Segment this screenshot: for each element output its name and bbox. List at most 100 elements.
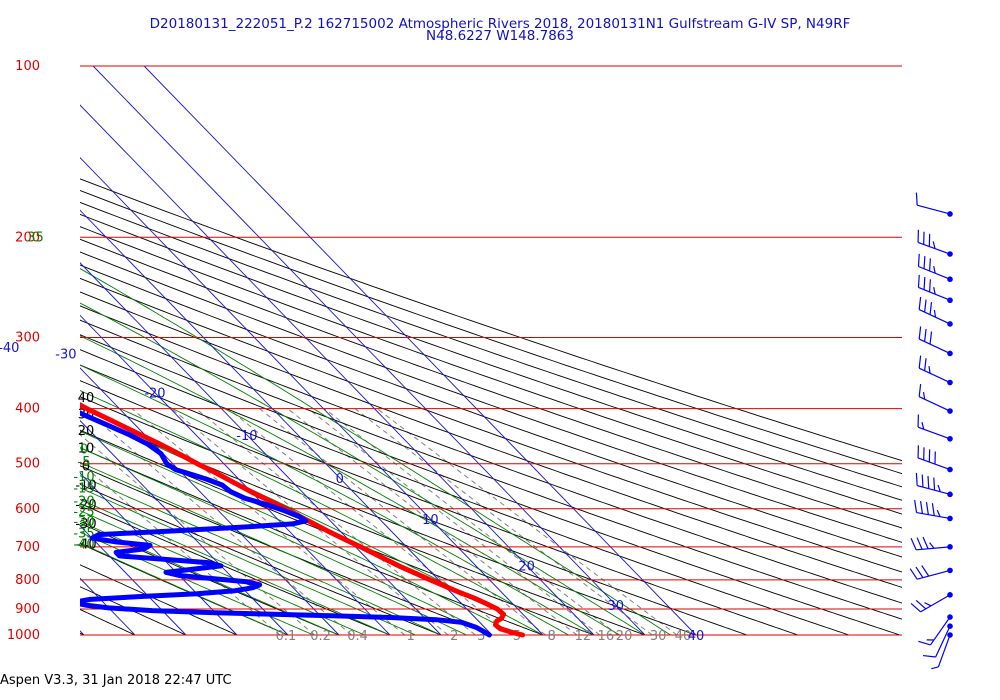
wind-barb-staff (930, 616, 951, 646)
isotherm-line (92, 65, 646, 636)
theta-left-label: 0 (82, 460, 90, 475)
pressure-label: 200 (15, 230, 40, 245)
isotherm-label: -10 (236, 429, 257, 444)
theta-left-label: -10 (75, 479, 96, 494)
wind-barb-feather (918, 384, 922, 397)
wind-barb (910, 592, 953, 613)
wind-barb-feather (915, 599, 927, 610)
wind-barb-feather (921, 422, 925, 430)
isotherm-line (80, 472, 238, 636)
wind-barb-feather (924, 328, 927, 342)
wind-barb-dot (947, 350, 953, 357)
isotherm-line (80, 367, 340, 636)
pressure-label: 100 (15, 59, 40, 74)
wind-barb-feather (919, 500, 924, 514)
wind-barbs (909, 192, 953, 670)
pressure-label: 900 (15, 602, 40, 617)
dry-adiabat-line (80, 502, 391, 636)
dry-adiabat-line (80, 364, 799, 636)
wind-barb-staff (917, 426, 951, 440)
wind-barb (918, 384, 953, 414)
wind-barb-feather (917, 274, 920, 288)
wind-barb-feather (924, 602, 932, 607)
wind-barb-feather (933, 287, 936, 295)
wind-barb-dot (947, 321, 953, 327)
mixing-ratio-label: 16 (598, 629, 615, 644)
wind-barb (918, 326, 953, 357)
wind-barb-staff (917, 569, 951, 580)
wind-barb-feather (925, 502, 929, 515)
wind-barb (918, 614, 953, 646)
moist-left-label: -15 (73, 481, 94, 496)
wind-barb-staff (918, 396, 951, 412)
theta-left-label: 20 (78, 424, 95, 439)
mixing-ratio-label: 2 (450, 629, 458, 644)
wind-barb-feather (931, 666, 939, 670)
chart-title-line-1: D20180131_222051_P.2 162715002 Atmospher… (150, 16, 851, 32)
wind-barb-feather (929, 302, 933, 315)
isotherm-label: -20 (144, 387, 165, 402)
wind-barb-feather (909, 568, 918, 580)
moist-left-label: -5 (78, 455, 91, 470)
theta-left-label: -40 (75, 537, 96, 552)
isotherm-label: 0 (336, 472, 344, 487)
pressure-label: 300 (15, 330, 40, 345)
mixing-ratio-label: 0.4 (347, 629, 368, 644)
isotherm-label: -40 (0, 341, 19, 356)
wind-barb-staff (918, 338, 951, 354)
pressure-labels: 100 200 300 400 500 600 700 800 900 1000 (7, 59, 40, 643)
wind-barb-feather (937, 484, 941, 492)
wind-barb-feather (923, 256, 926, 269)
dry-adiabat-line (80, 412, 646, 636)
mixing-ratio-line (227, 408, 512, 636)
wind-barb (922, 623, 953, 658)
pressure-label: 800 (15, 573, 40, 588)
moist-left-label: -20 (73, 494, 94, 509)
pressure-label: 600 (15, 502, 40, 517)
wind-barb-feather (931, 503, 935, 516)
wind-barb-feather (922, 536, 929, 550)
dry-adiabat-line (80, 264, 902, 558)
wind-barb-dot (947, 435, 953, 442)
theta-left-label: 10 (78, 441, 95, 456)
wind-barb-feather (922, 654, 936, 658)
isotherm-line (143, 65, 697, 636)
wind-barb (931, 632, 953, 670)
mixing-ratio-label: 40 (675, 629, 692, 644)
wind-barb-feather (929, 279, 931, 293)
isotherm-line (80, 209, 493, 636)
wind-barb-feather (918, 296, 922, 310)
isotherm-line (80, 104, 595, 636)
dry-adiabat-line (80, 190, 902, 475)
dry-adiabat-line (80, 178, 902, 462)
wind-barb-feather (933, 266, 936, 274)
pressure-label: 400 (15, 402, 40, 417)
dry-adiabat-line (80, 334, 901, 636)
dry-adiabat-line (80, 213, 902, 501)
dry-adiabat-line (80, 251, 902, 543)
wind-barb (915, 192, 953, 217)
wind-barb (910, 536, 953, 551)
isotherm-label: -30 (55, 347, 76, 362)
wind-barb-staff (916, 511, 951, 520)
wind-barb (914, 499, 953, 522)
wind-barb-feather (927, 475, 930, 489)
moist-left-label: -10 (73, 470, 94, 485)
dry-adiabat-line (80, 586, 187, 636)
wind-barb-feather (933, 309, 937, 318)
wind-barb (918, 355, 953, 386)
wind-barb-dot (947, 466, 953, 473)
wind-barb-feather (933, 477, 936, 491)
theta-left-label: -30 (75, 517, 96, 532)
moist-adiabat-line (80, 531, 314, 636)
wind-barb-staff (937, 634, 951, 668)
dry-adiabat-line (80, 305, 902, 604)
dry-adiabat-line (80, 429, 595, 636)
wind-barb-feather (914, 499, 918, 513)
mixing-ratio-label: 8 (547, 629, 555, 644)
dry-adiabat-line (80, 349, 850, 636)
isotherm-label: 20 (518, 560, 535, 575)
wind-barb-feather (916, 537, 923, 550)
moist-adiabat-line (80, 520, 340, 636)
dry-adiabat-line (80, 291, 902, 588)
